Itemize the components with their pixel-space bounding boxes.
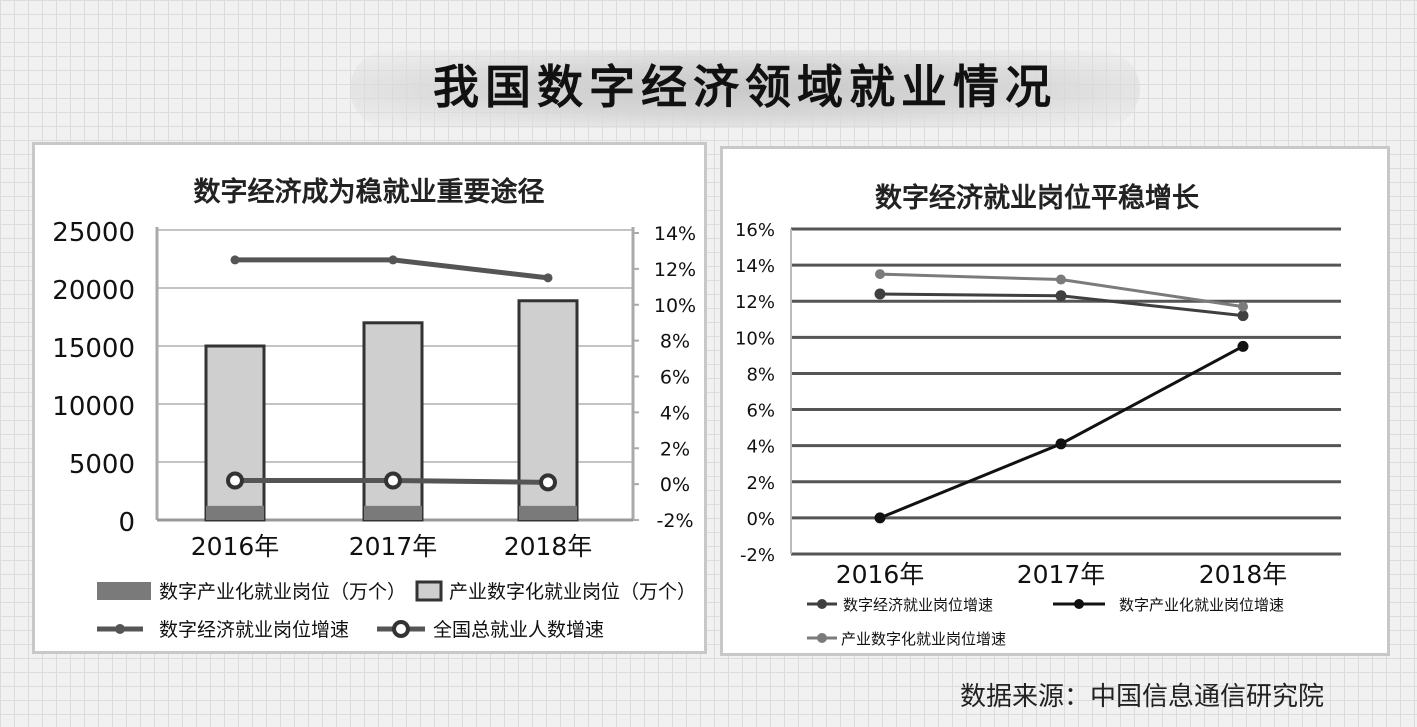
y-right-tick-label: 8% bbox=[660, 331, 690, 353]
x-tick-label: 2018年 bbox=[504, 532, 593, 561]
y-left-tick-label: 15000 bbox=[52, 334, 135, 364]
legend-marker bbox=[817, 599, 827, 609]
y-left-tick-label: 20000 bbox=[52, 276, 135, 306]
bar-industry-digitalization bbox=[362, 321, 424, 522]
legend-swatch-industry-digitalization bbox=[415, 580, 443, 602]
legend-marker bbox=[1074, 599, 1084, 609]
y-tick-label: 8% bbox=[746, 364, 775, 385]
y-tick-label: 2% bbox=[746, 473, 775, 494]
y-tick-label: 0% bbox=[746, 509, 775, 530]
bar-digital-industrialization bbox=[206, 505, 264, 520]
chart-employment-routes: 数字经济成为稳就业重要途径 0 5000 10000 15000 20000 25000 -2… bbox=[52, 176, 696, 641]
data-source: 数据来源：中国信息通信研究院 bbox=[960, 682, 1325, 712]
chart-panel-employment-routes: 数字经济成为稳就业重要途径 0 5000 10000 15000 20000 25000 -2… bbox=[32, 142, 707, 654]
y-right-tick-label: 4% bbox=[660, 402, 690, 424]
point-digital-economy-growth bbox=[1055, 290, 1067, 302]
y-tick-label: 12% bbox=[735, 292, 775, 313]
point-national-employment-growth bbox=[384, 471, 402, 490]
legend-marker-digital-economy-growth bbox=[115, 624, 125, 634]
x-tick-label: 2017年 bbox=[1017, 560, 1106, 589]
y-right-tick-label: 12% bbox=[654, 259, 696, 281]
point-digital-economy-growth bbox=[874, 288, 886, 300]
y-left-tick-label: 10000 bbox=[52, 392, 135, 422]
point-industry-digitalization-growth bbox=[1056, 274, 1066, 285]
y-tick-label: 14% bbox=[735, 256, 775, 277]
y-left-tick-label: 25000 bbox=[52, 218, 135, 248]
point-digital-economy-growth bbox=[388, 255, 398, 265]
x-tick-label: 2018年 bbox=[1199, 560, 1288, 589]
chart-title: 数字经济成为稳就业重要途径 bbox=[194, 176, 545, 208]
point-national-employment-growth bbox=[226, 471, 244, 490]
y-left-tick-label: 0 bbox=[118, 508, 135, 538]
point-digital-economy-growth bbox=[1237, 310, 1249, 322]
bar-industry-digitalization bbox=[204, 344, 266, 522]
legend-marker bbox=[817, 633, 827, 643]
point-digital-economy-growth bbox=[230, 255, 240, 265]
y-right-tick-label: 2% bbox=[660, 438, 690, 460]
legend-label: 全国总就业人数增速 bbox=[433, 619, 604, 641]
point-digital-industrialization-growth bbox=[1237, 340, 1249, 352]
chart-title: 数字经济就业岗位平稳增长 bbox=[875, 182, 1200, 214]
y-right-tick-label: 10% bbox=[654, 295, 696, 317]
y-tick-label: 4% bbox=[746, 437, 775, 458]
legend-label: 数字经济就业岗位增速 bbox=[843, 596, 993, 614]
y-tick-label: 6% bbox=[746, 401, 775, 422]
y-right-tick-label: 0% bbox=[660, 474, 690, 496]
point-digital-industrialization-growth bbox=[874, 512, 886, 524]
chart-employment-growth: 数字经济就业岗位平稳增长 -2% 0% 2% 4% 6% 8% 10% 12% 14% 16% 201… bbox=[735, 182, 1341, 648]
x-tick-label: 2016年 bbox=[191, 532, 280, 561]
point-industry-digitalization-growth bbox=[875, 269, 885, 280]
y-left-tick-label: 5000 bbox=[69, 450, 135, 480]
legend-label: 产业数字化就业岗位（万个） bbox=[449, 581, 696, 603]
y-right-tick-label: -2% bbox=[657, 510, 694, 532]
legend-label: 数字产业化就业岗位增速 bbox=[1119, 596, 1284, 614]
point-national-employment-growth bbox=[539, 473, 557, 492]
x-tick-label: 2017年 bbox=[349, 532, 438, 561]
bar-digital-industrialization bbox=[364, 505, 422, 520]
y-tick-label: 10% bbox=[735, 328, 775, 349]
x-tick-label: 2016年 bbox=[836, 560, 925, 589]
point-industry-digitalization-growth bbox=[1238, 301, 1248, 312]
point-digital-economy-growth bbox=[543, 273, 553, 283]
legend-label: 产业数字化就业岗位增速 bbox=[841, 630, 1006, 648]
y-right-tick-label: 6% bbox=[660, 367, 690, 389]
y-tick-label: 16% bbox=[735, 220, 775, 241]
point-digital-industrialization-growth bbox=[1055, 438, 1067, 450]
legend-swatch-digital-industrialization bbox=[97, 582, 151, 600]
legend-label: 数字经济就业岗位增速 bbox=[159, 619, 349, 641]
legend-marker-national-employment-growth bbox=[392, 620, 410, 638]
page-title: 我国数字经济领域就业情况 bbox=[433, 60, 1057, 114]
title-brush-background bbox=[350, 50, 1140, 128]
y-tick-label: -2% bbox=[740, 545, 775, 566]
y-right-tick-label: 14% bbox=[654, 223, 696, 245]
bar-digital-industrialization bbox=[519, 505, 577, 520]
legend-label: 数字产业化就业岗位（万个） bbox=[159, 581, 406, 603]
chart-panel-employment-growth: 数字经济就业岗位平稳增长 -2% 0% 2% 4% 6% 8% 10% 12% 14% 16% 201… bbox=[720, 146, 1390, 656]
